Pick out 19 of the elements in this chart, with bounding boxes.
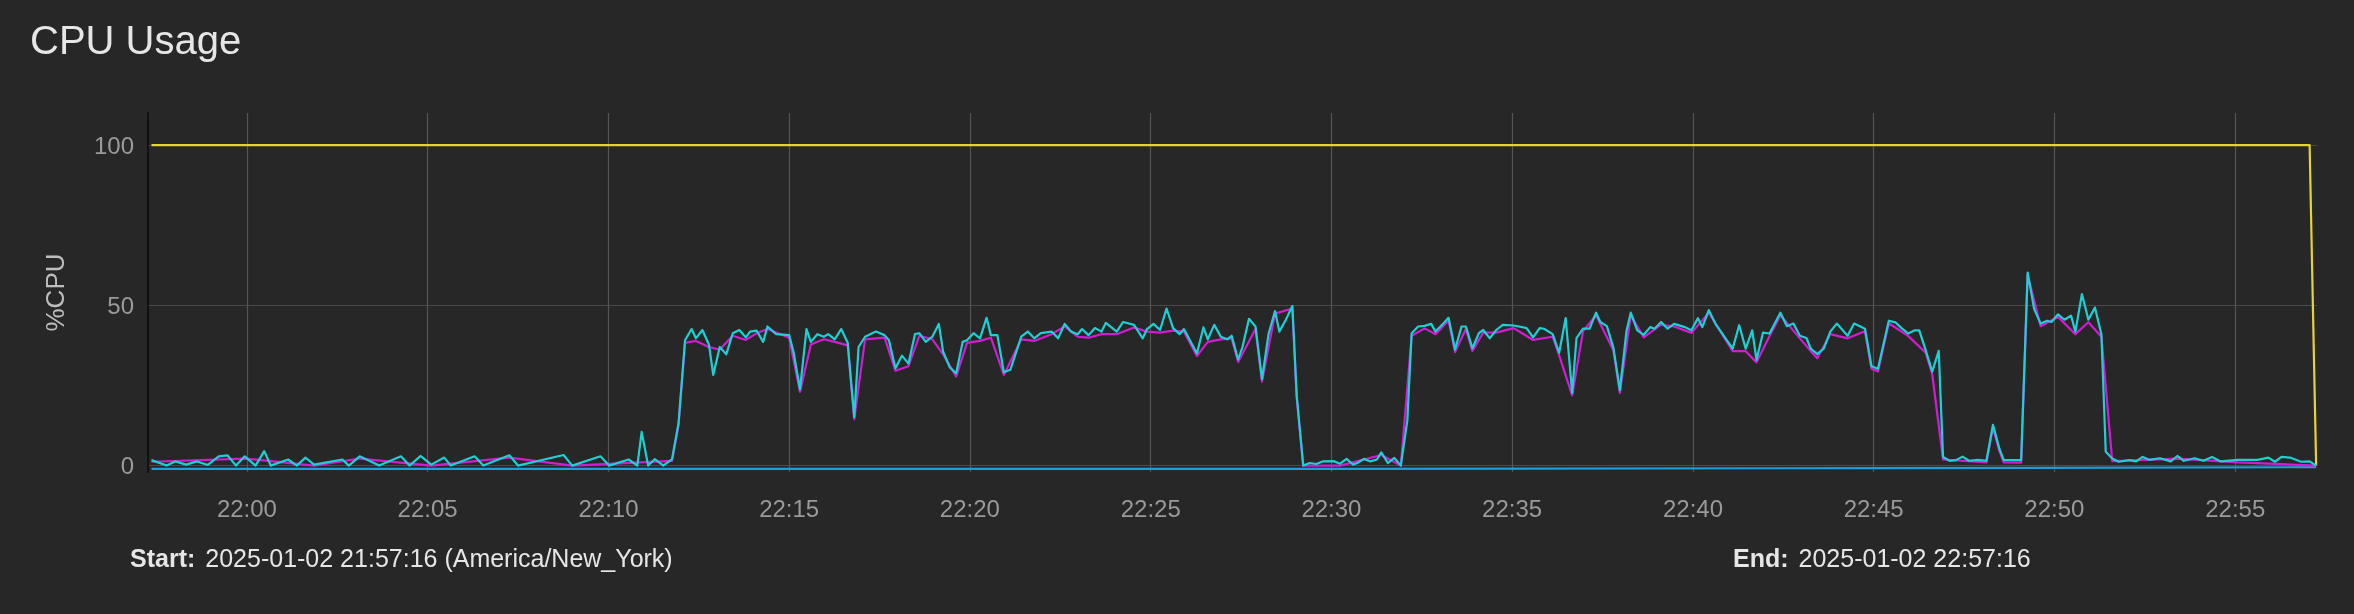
- x-tick-label: 22:05: [397, 494, 458, 522]
- x-tick-label: 22:35: [1482, 494, 1543, 522]
- x-tick-label: 22:20: [939, 494, 1000, 522]
- x-tick-label: 22:45: [1843, 494, 1904, 522]
- y-tick-label: 50: [107, 291, 134, 319]
- y-tick-label: 0: [120, 452, 134, 480]
- text: Start: 2025-01-02 21:57:16 (America/New_York): [130, 544, 673, 573]
- x-tick-label: 22:30: [1301, 494, 1362, 522]
- x-tick-label: 22:55: [2205, 494, 2266, 522]
- x-tick-label: 22:00: [216, 494, 277, 522]
- chart-title: CPU Usage: [30, 18, 242, 63]
- x-tick-label: 22:15: [759, 494, 820, 522]
- x-tick-label: 22:40: [1662, 494, 1724, 522]
- y-axis-title: %CPU: [40, 253, 70, 332]
- y-tick-label: 100: [93, 131, 134, 159]
- x-tick-label: 22:10: [578, 494, 639, 522]
- text: End: 2025-01-02 22:57:16: [1733, 544, 2031, 573]
- x-tick-label: 22:25: [1120, 494, 1181, 522]
- x-tick-label: 22:50: [2024, 494, 2085, 522]
